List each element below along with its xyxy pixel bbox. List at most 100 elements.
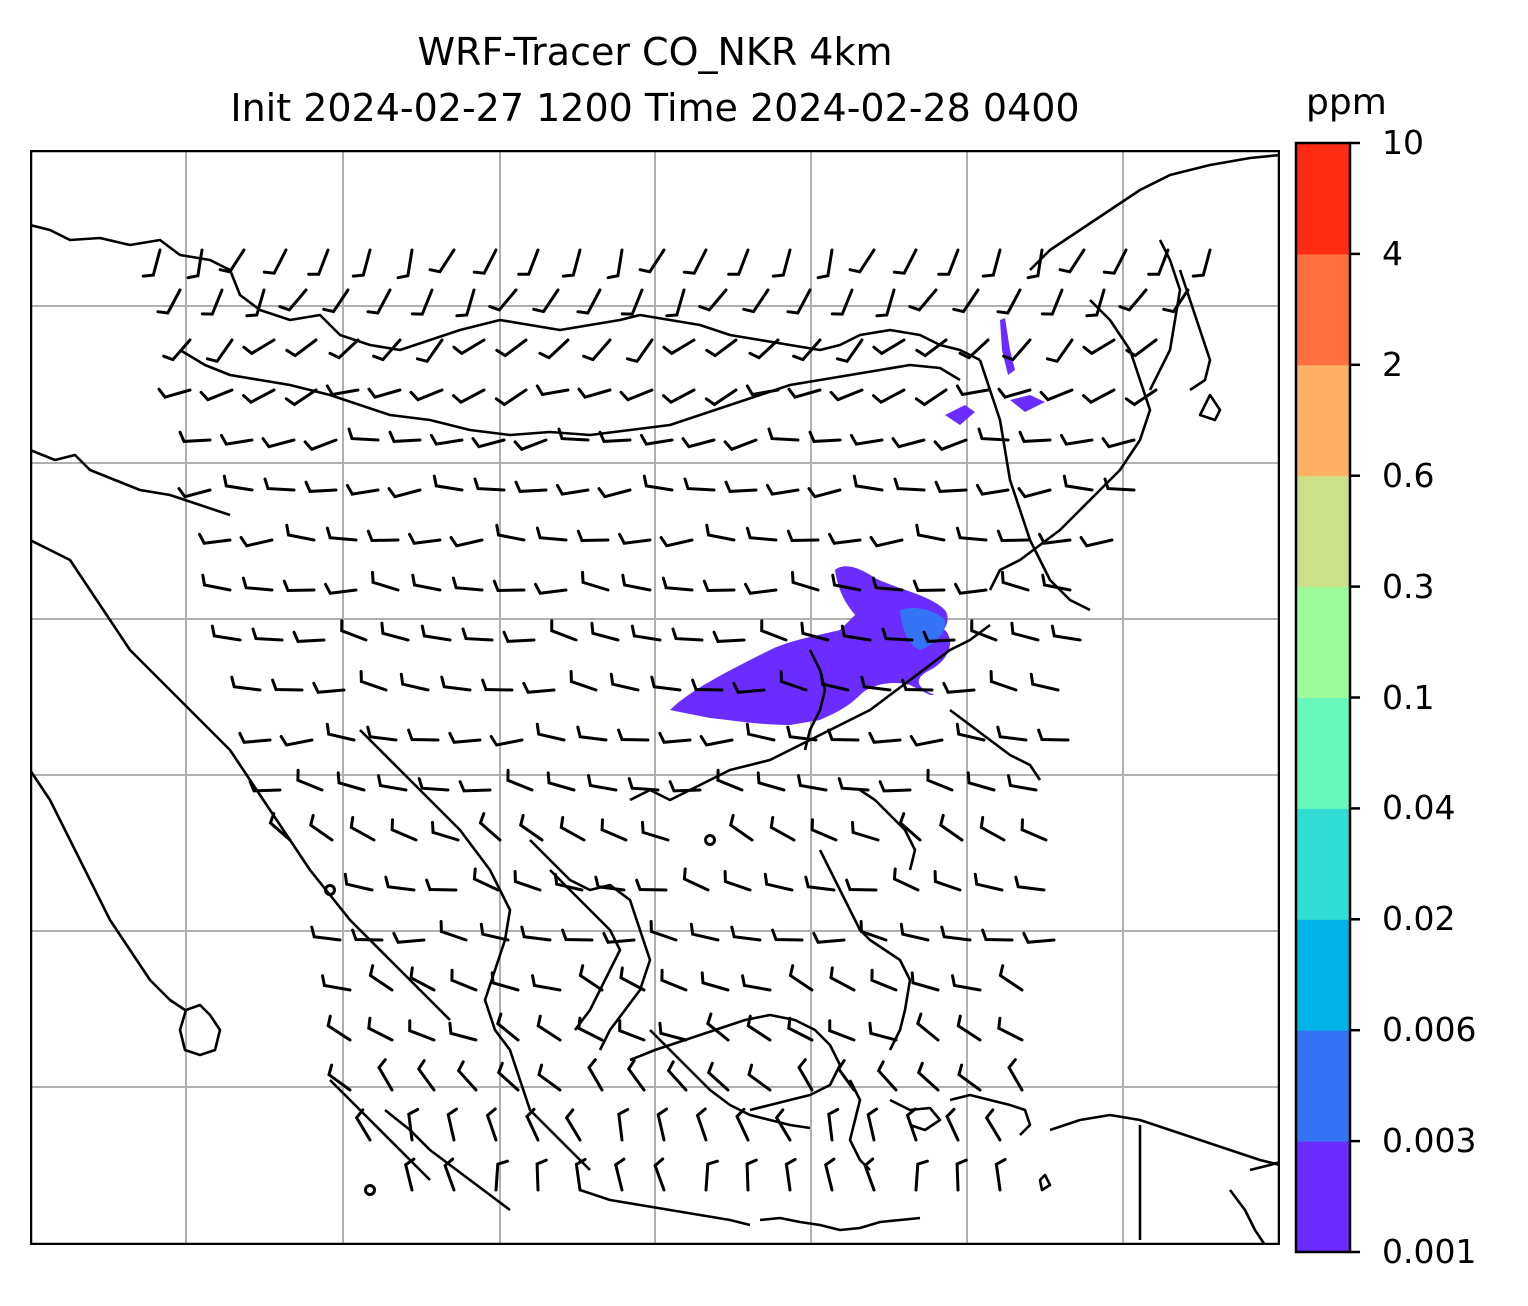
wind-barb bbox=[662, 338, 696, 356]
wind-barb bbox=[268, 812, 292, 842]
wind-barb bbox=[439, 920, 468, 942]
map-plot bbox=[30, 150, 1280, 1245]
wind-barb bbox=[779, 670, 808, 692]
wind-barb bbox=[642, 474, 674, 492]
wind-barb bbox=[1014, 875, 1046, 892]
wind-barb bbox=[1162, 288, 1190, 314]
wind-barb bbox=[807, 487, 842, 499]
wind-barb bbox=[788, 964, 814, 992]
wind-barb bbox=[522, 681, 556, 694]
wind-barb bbox=[380, 621, 410, 642]
wind-barb bbox=[296, 768, 324, 792]
colorbar-segment bbox=[1296, 253, 1350, 366]
wind-barb bbox=[835, 338, 864, 364]
wind-barb bbox=[399, 672, 430, 692]
wind-barb bbox=[704, 388, 738, 407]
wind-barb bbox=[455, 288, 476, 318]
wind-barb bbox=[325, 384, 360, 397]
wind-barb bbox=[619, 966, 646, 992]
wind-barb bbox=[892, 867, 920, 892]
wind-barb bbox=[377, 774, 408, 792]
wind-barb bbox=[641, 820, 670, 842]
wind-barb bbox=[898, 812, 922, 842]
wind-barb bbox=[899, 922, 930, 942]
colorbar bbox=[1294, 141, 1360, 1254]
calm-marker bbox=[364, 1184, 376, 1196]
wind-barb bbox=[490, 971, 520, 992]
wind-barb bbox=[1038, 532, 1072, 545]
wind-barb bbox=[660, 968, 688, 992]
wind-barb bbox=[327, 1063, 352, 1092]
wind-barb bbox=[1058, 248, 1086, 274]
wind-barb bbox=[535, 526, 568, 542]
wind-barb bbox=[728, 813, 754, 842]
wind-barb bbox=[695, 1107, 708, 1142]
wind-barb bbox=[577, 1016, 604, 1042]
wind-barb bbox=[830, 288, 854, 316]
wind-barb bbox=[872, 338, 906, 356]
wind-barb bbox=[481, 678, 514, 692]
colorbar-segment bbox=[1296, 586, 1350, 698]
wind-barb bbox=[307, 248, 330, 276]
wind-barb bbox=[513, 870, 542, 892]
wind-barb bbox=[609, 672, 640, 692]
wind-barb bbox=[952, 288, 980, 314]
wind-barb bbox=[745, 526, 778, 542]
wind-barb bbox=[658, 1021, 688, 1042]
wind-barb bbox=[178, 430, 212, 443]
wind-barb bbox=[746, 1014, 772, 1042]
wind-barb bbox=[837, 777, 870, 792]
wind-barb bbox=[745, 722, 776, 742]
wind-barb bbox=[403, 1157, 416, 1192]
calm-marker bbox=[324, 884, 336, 896]
wind-barb bbox=[698, 288, 728, 312]
wind-barb bbox=[420, 624, 452, 642]
wind-barb bbox=[828, 532, 862, 545]
wind-barb bbox=[745, 384, 780, 397]
colorbar-segment bbox=[1296, 919, 1350, 1031]
wind-barb bbox=[425, 878, 458, 892]
wind-barb bbox=[1029, 672, 1060, 692]
wind-barb bbox=[937, 248, 960, 276]
wind-barb bbox=[343, 872, 374, 892]
wind-barb bbox=[578, 964, 604, 992]
wind-barb bbox=[955, 1158, 968, 1192]
colorbar-tick-label: 4 bbox=[1382, 233, 1403, 273]
wind-barb bbox=[409, 966, 436, 992]
wind-barb bbox=[914, 1159, 929, 1192]
wind-barb bbox=[996, 529, 1030, 543]
wind-barb bbox=[186, 248, 204, 280]
wind-barb bbox=[1082, 388, 1116, 405]
wind-barb bbox=[951, 974, 982, 992]
wind-barb bbox=[800, 621, 830, 642]
wind-barb bbox=[656, 1107, 668, 1142]
wind-barb bbox=[912, 579, 946, 593]
wind-barb bbox=[881, 627, 914, 642]
wind-barb bbox=[849, 433, 884, 446]
wind-barb bbox=[786, 725, 818, 742]
wind-barb bbox=[324, 582, 358, 595]
wind-barb bbox=[774, 1108, 792, 1142]
wind-barb bbox=[388, 430, 422, 443]
wind-barb bbox=[550, 619, 578, 642]
wind-barb bbox=[683, 477, 716, 492]
wind-barb bbox=[682, 248, 708, 275]
wind-barb bbox=[387, 487, 422, 499]
wind-barb bbox=[534, 582, 568, 595]
wind-barb bbox=[472, 867, 500, 892]
wind-barb bbox=[241, 576, 274, 592]
wind-barb bbox=[1022, 931, 1056, 944]
wind-barb bbox=[933, 438, 968, 452]
wind-barb bbox=[724, 480, 758, 493]
wind-barb bbox=[940, 925, 972, 942]
wind-barb bbox=[452, 388, 486, 405]
wind-barb bbox=[496, 1061, 520, 1092]
wind-barb bbox=[1007, 774, 1038, 792]
wind-barb bbox=[630, 624, 662, 642]
wind-barb bbox=[577, 387, 612, 399]
wind-barb bbox=[926, 768, 954, 792]
wind-barb bbox=[1124, 388, 1158, 407]
wind-barb bbox=[831, 573, 862, 592]
wind-barb bbox=[650, 675, 682, 692]
wind-barb bbox=[446, 1107, 458, 1142]
